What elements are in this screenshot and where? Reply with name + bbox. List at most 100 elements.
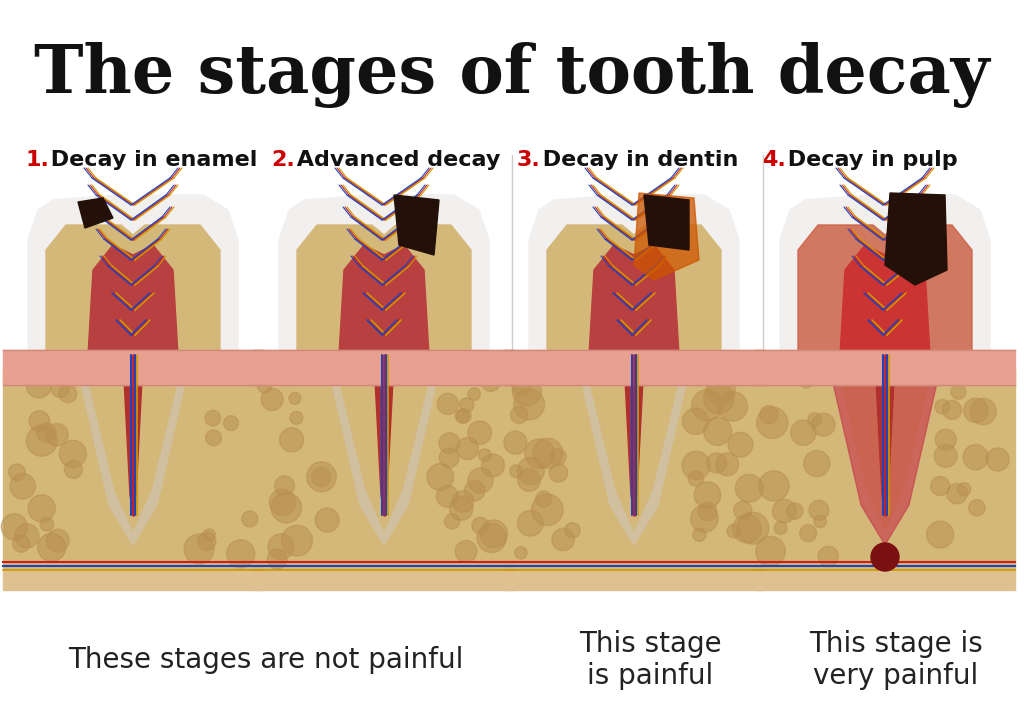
- Text: Decay in pulp: Decay in pulp: [780, 150, 957, 170]
- Circle shape: [12, 535, 30, 552]
- Circle shape: [453, 490, 474, 512]
- Circle shape: [223, 416, 239, 431]
- Circle shape: [814, 516, 826, 528]
- Circle shape: [436, 485, 459, 507]
- Bar: [3, 350, 263, 385]
- Circle shape: [734, 501, 752, 519]
- Circle shape: [935, 429, 956, 450]
- Polygon shape: [589, 245, 679, 355]
- Circle shape: [791, 420, 816, 445]
- Text: This stage is
very painful: This stage is very painful: [809, 630, 983, 690]
- Circle shape: [690, 505, 718, 533]
- Polygon shape: [547, 225, 721, 355]
- Circle shape: [504, 431, 527, 454]
- Polygon shape: [297, 225, 471, 355]
- Circle shape: [512, 377, 530, 396]
- Circle shape: [38, 533, 66, 561]
- Polygon shape: [830, 340, 940, 545]
- Polygon shape: [634, 193, 699, 280]
- Circle shape: [481, 454, 505, 477]
- Circle shape: [226, 540, 255, 568]
- Circle shape: [306, 462, 336, 492]
- Circle shape: [468, 421, 492, 445]
- Circle shape: [536, 491, 552, 507]
- Bar: [504, 350, 764, 385]
- Circle shape: [184, 534, 214, 564]
- Bar: [504, 370, 764, 570]
- Circle shape: [15, 524, 39, 548]
- Circle shape: [688, 471, 703, 486]
- Circle shape: [786, 503, 803, 519]
- Text: 3.: 3.: [517, 150, 541, 170]
- Circle shape: [757, 407, 787, 439]
- Circle shape: [728, 432, 753, 457]
- Circle shape: [465, 480, 485, 501]
- Circle shape: [274, 476, 295, 495]
- Circle shape: [477, 523, 506, 553]
- Circle shape: [772, 499, 796, 523]
- Circle shape: [27, 425, 57, 456]
- Circle shape: [986, 448, 1010, 471]
- Circle shape: [809, 500, 828, 520]
- Circle shape: [951, 384, 966, 399]
- Circle shape: [964, 445, 988, 470]
- Polygon shape: [337, 340, 431, 530]
- Bar: [254, 370, 514, 570]
- Text: 1.: 1.: [25, 150, 49, 170]
- Circle shape: [943, 400, 962, 419]
- Circle shape: [682, 451, 711, 480]
- Polygon shape: [78, 340, 188, 545]
- Polygon shape: [840, 245, 930, 355]
- Circle shape: [460, 398, 474, 412]
- Circle shape: [733, 515, 761, 543]
- Circle shape: [818, 546, 839, 566]
- Circle shape: [40, 518, 53, 531]
- Polygon shape: [86, 340, 180, 530]
- Circle shape: [282, 525, 312, 556]
- Polygon shape: [78, 198, 113, 228]
- Circle shape: [427, 463, 454, 490]
- Polygon shape: [279, 195, 489, 355]
- Polygon shape: [830, 340, 940, 545]
- Circle shape: [478, 449, 492, 462]
- Circle shape: [518, 469, 541, 491]
- Circle shape: [532, 438, 563, 468]
- Circle shape: [517, 457, 545, 485]
- Polygon shape: [798, 225, 972, 355]
- Circle shape: [455, 541, 477, 562]
- Circle shape: [439, 448, 459, 467]
- Circle shape: [531, 494, 563, 526]
- Circle shape: [1, 513, 28, 540]
- Circle shape: [736, 512, 769, 544]
- Polygon shape: [885, 193, 947, 285]
- Circle shape: [450, 497, 473, 521]
- Polygon shape: [587, 340, 681, 530]
- Bar: [3, 370, 263, 570]
- Polygon shape: [874, 340, 895, 515]
- Circle shape: [311, 467, 331, 486]
- Polygon shape: [579, 340, 689, 545]
- Circle shape: [457, 437, 478, 460]
- Circle shape: [703, 417, 732, 445]
- Circle shape: [691, 390, 723, 421]
- Circle shape: [716, 453, 738, 476]
- Circle shape: [511, 407, 527, 424]
- Circle shape: [315, 508, 339, 532]
- Polygon shape: [88, 245, 178, 355]
- Bar: [3, 570, 263, 590]
- Circle shape: [472, 517, 488, 534]
- Circle shape: [59, 385, 77, 403]
- Polygon shape: [838, 340, 932, 530]
- Circle shape: [808, 413, 821, 427]
- Polygon shape: [624, 340, 644, 515]
- Circle shape: [512, 377, 542, 406]
- Bar: [755, 570, 1015, 590]
- Circle shape: [9, 464, 26, 480]
- Circle shape: [552, 528, 574, 551]
- Circle shape: [970, 399, 996, 424]
- Circle shape: [934, 445, 957, 467]
- Circle shape: [694, 482, 721, 508]
- Circle shape: [510, 465, 523, 478]
- Circle shape: [682, 408, 709, 435]
- Circle shape: [707, 375, 735, 404]
